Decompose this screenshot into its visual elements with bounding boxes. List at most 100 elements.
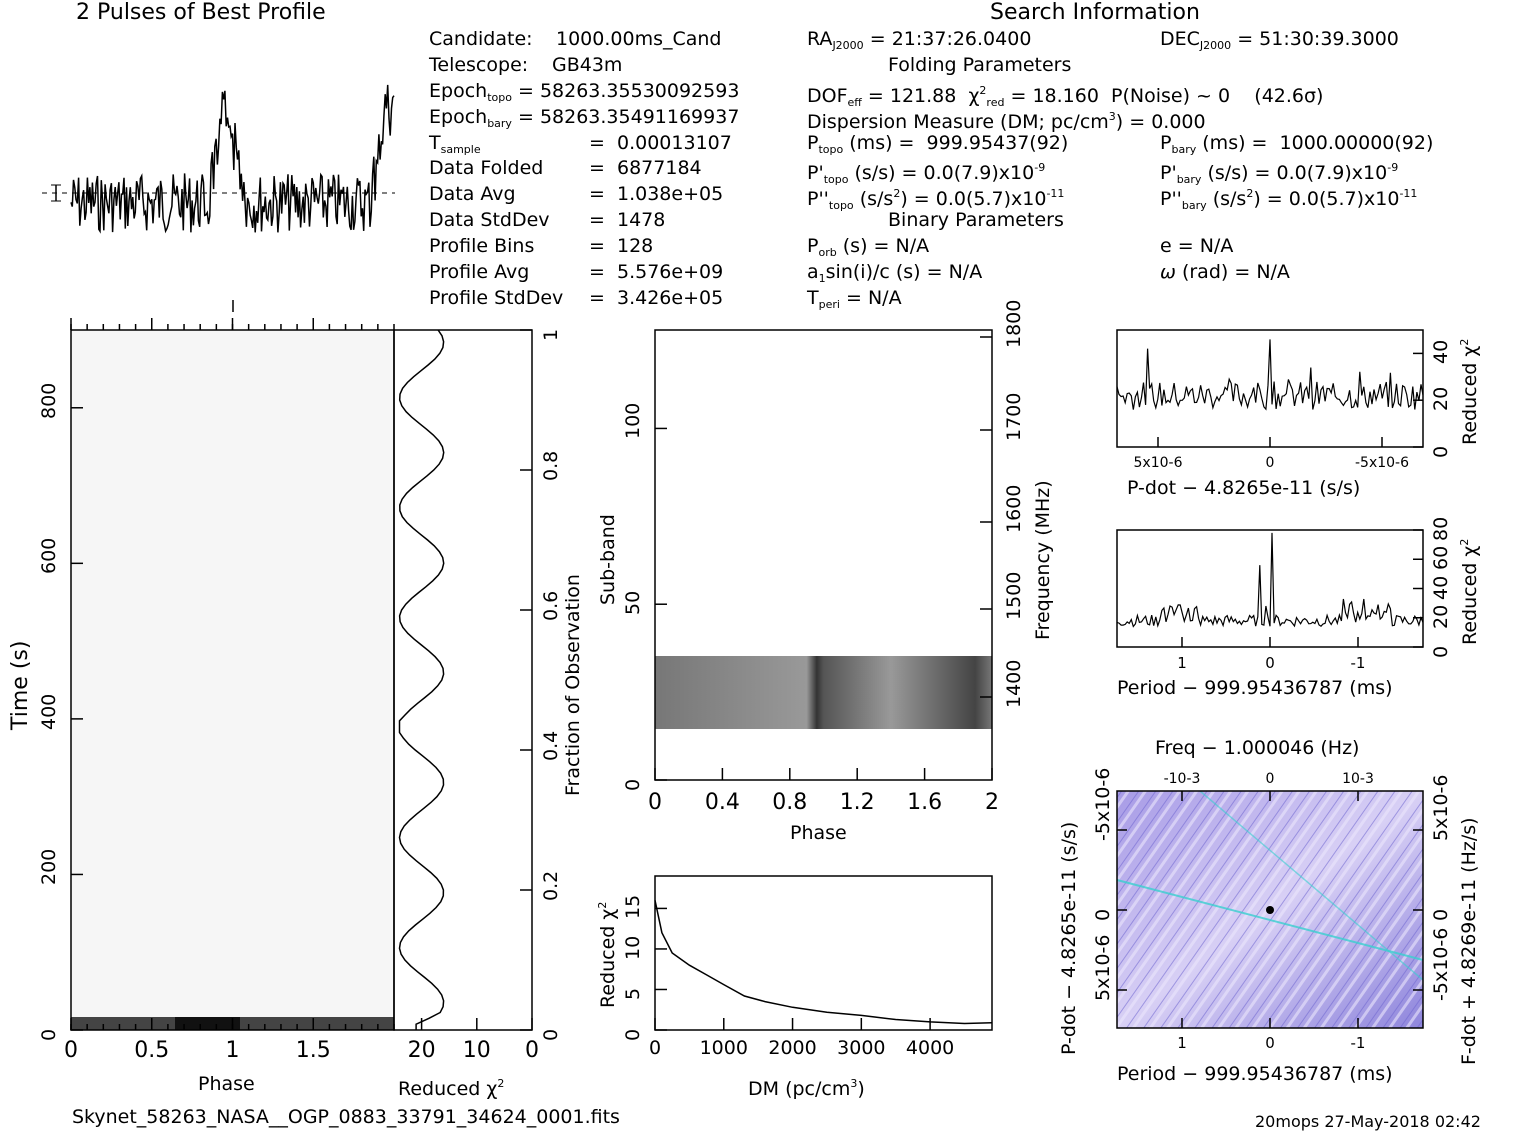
subband-panel: [654, 329, 993, 781]
sb-y2tick-label: 1700: [1003, 392, 1025, 441]
ppdot-panel: [1116, 790, 1424, 1029]
sigma: (42.6σ): [1254, 85, 1324, 107]
dm-axis-label: DM (pc/cm3): [748, 1077, 865, 1100]
candidate-value: 1000.00ms_Cand: [556, 28, 722, 50]
pdot-chi2-label: Reduced χ2: [1458, 338, 1481, 445]
omega-row: ω (rad) = N/A: [1160, 261, 1290, 283]
sb-xtick-label: 0: [648, 790, 662, 815]
pp-xtick-label: -1: [1350, 1034, 1366, 1052]
pddtopo-row: P''topo (s/s2) = 0.0(5.7)x10-11: [807, 187, 1065, 212]
data-stddev: 1478: [617, 209, 666, 231]
dm-xtick-label: 3000: [837, 1037, 886, 1059]
timestamp: 20mops 27-May-2018 02:42: [1255, 1112, 1481, 1131]
dm-ytick-label: 5: [622, 988, 644, 1001]
dec-row: DECJ2000 = 51:30:39.3000: [1160, 28, 1399, 52]
pp-xtick-label: 1: [1177, 1034, 1187, 1052]
cf-ytick-label: 0.8: [540, 450, 562, 481]
data-folded: 6877184: [617, 157, 702, 179]
phase-label-sub: Phase: [790, 822, 847, 844]
dm-ytick-label: 10: [622, 935, 644, 960]
sb-xtick-label: 1.6: [907, 790, 943, 815]
dm-ytick-label: 15: [622, 895, 644, 920]
porb-row: Porb (s) = N/A: [807, 235, 930, 259]
phase-label-left: Phase: [198, 1073, 255, 1095]
pdot-axis-label: P-dot − 4.8265e-11 (s/s): [1127, 477, 1361, 499]
dm-xtick-label: 4000: [905, 1037, 955, 1059]
sb-xtick-label: 2: [985, 790, 999, 815]
pbary-value: 1000.00000(92): [1279, 132, 1434, 154]
tp-ytick-label: 400: [38, 693, 60, 730]
tp-ytick-label: 600: [38, 538, 60, 575]
period-chi2-line: [1116, 532, 1424, 628]
pp-toptick-label: 0: [1265, 771, 1275, 787]
epoch-bary-row: Epochbary = 58263.35491169937: [429, 106, 740, 130]
per-xtick-label: 1: [1177, 654, 1187, 672]
period-axis-label: Period − 999.95436787 (ms): [1117, 677, 1393, 699]
dm-curve: [654, 900, 993, 1025]
dm-xtick-label: 0: [648, 1037, 662, 1059]
data-avg: 1.038e+05: [617, 183, 724, 205]
sb-ytick-label: 50: [622, 591, 644, 616]
data-folded-label: Data Folded: [429, 157, 544, 179]
profile-panel: [42, 84, 395, 234]
per-ytick-label: 20: [1430, 604, 1452, 629]
epoch-bary: 58263.35491169937: [539, 106, 740, 128]
tperi-row: Tperi = N/A: [807, 287, 902, 311]
dof-row: DOFeff = 121.88 χ2red = 18.160 P(Noise) …: [807, 84, 1324, 109]
dec-value: 51:30:39.3000: [1259, 28, 1399, 50]
ptopo-row: Ptopo (ms) = 999.95437(92): [807, 132, 1069, 156]
cf-ytick-label: 0.4: [540, 730, 562, 761]
subband-label: Sub-band: [597, 514, 619, 605]
pdot-ytick-label: 20: [1430, 387, 1452, 412]
pdot-chi2-panel: [1116, 329, 1424, 448]
pp-xtick-label: 0: [1265, 1034, 1275, 1052]
tp-ytick-label: 200: [38, 849, 60, 886]
chi2-label-bottom: Reduced χ2: [398, 1077, 505, 1100]
sb-ytick-label: 100: [622, 403, 644, 440]
sb-xtick-label: 0.8: [772, 790, 808, 815]
sb-y2tick-label: 1600: [1003, 484, 1025, 533]
pdbary-row: P'bary (s/s) = 0.0(7.9)x10-9: [1160, 161, 1399, 186]
pdot-chi2-line: [1116, 339, 1424, 411]
profile-stddev: 3.426e+05: [617, 287, 724, 309]
tp-xtick-label: 1: [225, 1038, 240, 1063]
epoch-topo-row: Epochtopo = 58263.35530092593: [429, 80, 740, 104]
folding-title: Folding Parameters: [888, 54, 1072, 76]
sb-ytick-label: 0: [622, 778, 644, 791]
dm-chi2-label: Reduced χ2: [596, 901, 619, 1008]
per-ytick-label: 40: [1430, 575, 1452, 600]
ra-row: RAJ2000 = 21:37:26.0400: [807, 28, 1032, 52]
pp-y2tick-label: 5x10-6: [1430, 774, 1452, 841]
pdot-xtick-label: 0: [1265, 455, 1275, 471]
profile-bins-label: Profile Bins: [429, 235, 535, 257]
pp-y2tick-label: 0: [1430, 908, 1452, 921]
data-stddev-label: Data StdDev: [429, 209, 550, 231]
data-avg-label: Data Avg: [429, 183, 516, 205]
per-ytick-label: 60: [1430, 546, 1452, 571]
pp-ytick-label: -5x10-6: [1092, 767, 1114, 841]
chi2-fraction-panel: [393, 329, 533, 1031]
dm-xtick-label: 1000: [699, 1037, 748, 1059]
ppdot-period-label: Period − 999.95436787 (ms): [1117, 1063, 1393, 1085]
tsample-value-row: = 0.00013107: [589, 132, 732, 154]
tsample-value: 0.00013107: [617, 132, 732, 154]
binary-title: Binary Parameters: [888, 209, 1064, 231]
tp-xtick-label: 0.5: [134, 1038, 170, 1063]
cf-ytick-label: 0: [540, 1028, 562, 1041]
pp-y2tick-label: -5x10-6: [1430, 927, 1452, 1001]
pbary-row: Pbary (ms) = 1000.00000(92): [1160, 132, 1434, 156]
telescope-value: GB43m: [552, 54, 623, 76]
tp-xtick-label: 0: [64, 1038, 78, 1063]
pdot-xtick-label: -5x10-6: [1354, 455, 1410, 471]
sb-y2tick-label: 1400: [1003, 659, 1025, 708]
dm-row: Dispersion Measure (DM; pc/cm3) = 0.000: [807, 110, 1206, 133]
per-ytick-label: 80: [1430, 516, 1452, 541]
ptopo-value: 999.95437(92): [926, 132, 1069, 154]
dof-value: 121.88: [889, 85, 957, 107]
profile-stddev-label: Profile StdDev: [429, 287, 564, 309]
a1-row: a1sin(i)/c (s) = N/A: [807, 261, 983, 285]
profile-avg: 5.576e+09: [617, 261, 724, 283]
per-xtick-label: -1: [1350, 654, 1366, 672]
ppdot-peak: [1266, 906, 1274, 914]
